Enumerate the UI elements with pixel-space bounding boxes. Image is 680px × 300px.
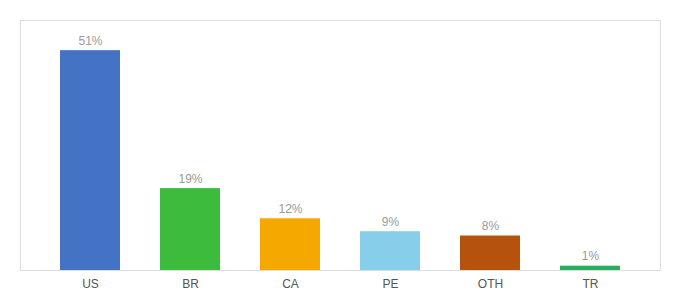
svg-text:8%: 8% [482, 219, 500, 233]
svg-text:US: US [82, 277, 99, 291]
svg-text:1%: 1% [582, 249, 600, 263]
svg-text:9%: 9% [382, 215, 400, 229]
svg-text:TR: TR [583, 277, 599, 291]
svg-text:PE: PE [382, 277, 398, 291]
svg-text:BR: BR [182, 277, 199, 291]
svg-text:12%: 12% [278, 202, 302, 216]
svg-text:51%: 51% [78, 34, 102, 48]
svg-text:OTH: OTH [478, 277, 503, 291]
svg-text:19%: 19% [178, 172, 202, 186]
svg-text:CA: CA [282, 277, 299, 291]
